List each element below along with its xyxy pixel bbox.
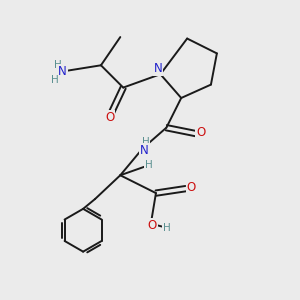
Text: O: O: [196, 126, 205, 139]
Text: H: H: [145, 160, 152, 170]
Text: H: H: [142, 137, 149, 147]
Text: H: H: [163, 223, 171, 233]
Text: O: O: [105, 111, 115, 124]
Text: N: N: [58, 65, 67, 78]
Text: N: N: [154, 62, 162, 75]
Text: H: H: [54, 60, 62, 70]
Text: N: N: [140, 143, 148, 157]
Text: H: H: [51, 75, 59, 85]
Text: O: O: [186, 181, 196, 194]
Text: O: O: [148, 219, 157, 232]
